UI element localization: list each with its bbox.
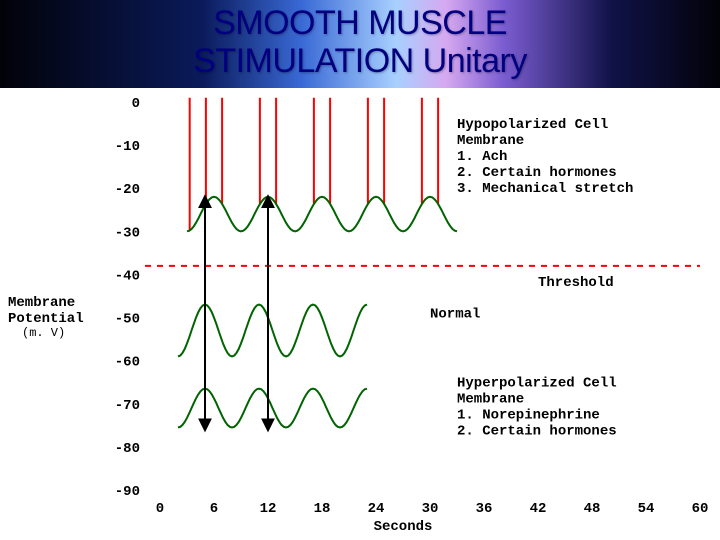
svg-text:-50: -50 [115, 312, 140, 328]
svg-text:12: 12 [260, 501, 277, 517]
svg-text:60: 60 [692, 501, 709, 517]
title-line-1: SMOOTH MUSCLE [213, 4, 507, 42]
hypo-spikes [190, 98, 438, 231]
annot-hyperpolarized: Hyperpolarized CellMembrane1. Norepineph… [457, 376, 617, 440]
y-ticks: 0 -10 -20 -30 -40 -50 -60 -70 -80 -90 [115, 96, 140, 500]
y-label-mv: (m. V) [22, 326, 65, 340]
svg-text:24: 24 [368, 501, 385, 517]
svg-text:2. Certain hormones: 2. Certain hormones [457, 424, 617, 440]
normal-wave [178, 305, 367, 357]
svg-text:2. Certain hormones: 2. Certain hormones [457, 165, 617, 181]
svg-text:54: 54 [638, 501, 655, 517]
svg-text:6: 6 [210, 501, 218, 517]
svg-text:Membrane: Membrane [457, 392, 524, 408]
svg-text:48: 48 [584, 501, 601, 517]
svg-text:36: 36 [476, 501, 493, 517]
svg-text:-30: -30 [115, 225, 140, 241]
svg-text:-10: -10 [115, 139, 140, 155]
svg-text:Hypopolarized Cell: Hypopolarized Cell [457, 117, 608, 133]
title-line-2: STIMULATION Unitary [193, 42, 527, 80]
svg-text:-40: -40 [115, 268, 140, 284]
hypo-wave [187, 197, 457, 232]
svg-text:3. Mechanical stretch: 3. Mechanical stretch [457, 181, 633, 197]
x-ticks: 0 6 12 18 24 30 36 42 48 54 60 [156, 501, 709, 517]
page-title: SMOOTH MUSCLE STIMULATION Unitary [0, 4, 720, 80]
normal-label: Normal [430, 307, 480, 323]
threshold-label: Threshold [538, 275, 614, 291]
svg-text:18: 18 [314, 501, 331, 517]
svg-text:-80: -80 [115, 441, 140, 457]
svg-text:1. Norepinephrine: 1. Norepinephrine [457, 408, 600, 424]
svg-text:42: 42 [530, 501, 547, 517]
hyper-wave [178, 389, 367, 428]
svg-text:0: 0 [156, 501, 164, 517]
svg-text:-20: -20 [115, 182, 140, 198]
svg-text:-90: -90 [115, 484, 140, 500]
svg-text:Hyperpolarized Cell: Hyperpolarized Cell [457, 376, 617, 392]
annot-hypopolarized: Hypopolarized CellMembrane1. Ach2. Certa… [457, 117, 633, 197]
svg-text:1. Ach: 1. Ach [457, 149, 507, 165]
svg-text:Membrane: Membrane [457, 133, 524, 149]
y-label-membrane: Membrane [8, 295, 75, 311]
svg-text:0: 0 [132, 96, 140, 112]
svg-text:-70: -70 [115, 398, 140, 414]
y-label-potential: Potential [8, 311, 84, 327]
header-banner: SMOOTH MUSCLE STIMULATION Unitary [0, 0, 720, 88]
svg-text:-60: -60 [115, 355, 140, 371]
x-label-seconds: Seconds [374, 519, 433, 535]
svg-text:30: 30 [422, 501, 439, 517]
membrane-potential-chart: 0 -10 -20 -30 -40 -50 -60 -70 -80 -90 0 6 12 18 24 30 3… [0, 88, 720, 540]
